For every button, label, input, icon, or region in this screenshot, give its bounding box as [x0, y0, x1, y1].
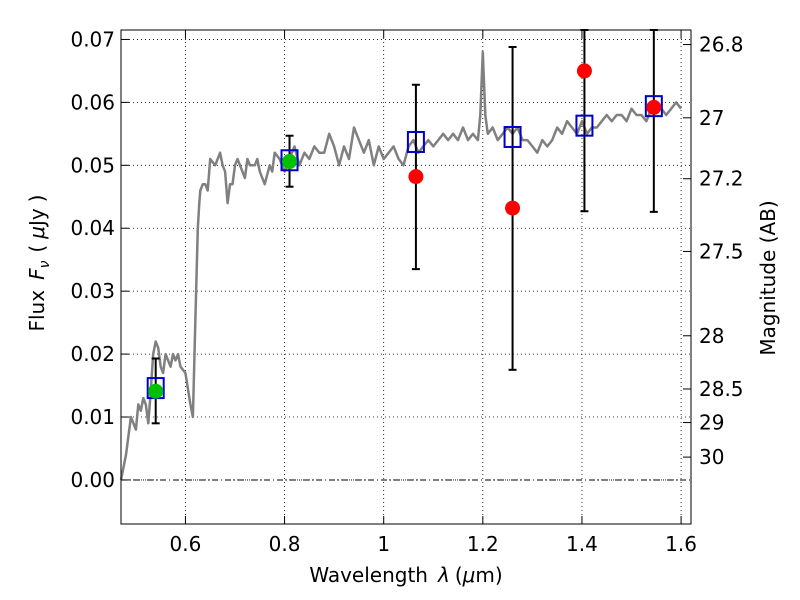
y-tick-label: 0.05 — [70, 153, 115, 177]
model-photometry-square — [406, 131, 425, 154]
y-tick-label: 0.06 — [70, 90, 115, 114]
detected-point — [282, 154, 298, 170]
data-points — [146, 63, 663, 400]
y-tick-label: 0.07 — [70, 27, 115, 51]
x-tick-label: 1 — [377, 532, 390, 556]
x-tick-label: 1.6 — [665, 532, 697, 556]
axis-ticks: 0.6 0.8 1 1.2 1.4 1.6 0.00 0.01 0.02 0.03 0.04 0.05… — [70, 27, 743, 556]
y-tick-label: 0.03 — [70, 279, 115, 303]
y-tick-label: 0.04 — [70, 216, 115, 240]
grid-lines — [121, 30, 691, 524]
y-axis-label: FluxFν(μJy) — [25, 194, 53, 331]
y2-tick-label: 27 — [699, 106, 724, 130]
y2-tick-label: 26.8 — [699, 33, 744, 57]
model-photometry-square — [575, 114, 594, 137]
y2-axis-label: Magnitude (AB) — [756, 200, 780, 355]
x-tick-label: 1.4 — [566, 532, 598, 556]
observed-point — [505, 200, 521, 216]
plot-frame — [120, 29, 692, 525]
x-tick-label: 0.6 — [170, 532, 202, 556]
model-spectrum-line — [119, 50, 683, 481]
y2-tick-label: 28.5 — [699, 377, 744, 401]
x-axis-label: Wavelength λ (μm) — [309, 563, 502, 587]
x-tick-label: 0.8 — [269, 532, 301, 556]
model-photometry-square — [280, 149, 299, 172]
y-tick-label: 0.02 — [70, 342, 115, 366]
y-tick-label: 0.01 — [70, 405, 115, 429]
observed-point — [408, 169, 424, 185]
y2-tick-label: 30 — [699, 445, 724, 469]
y2-tick-label: 27.2 — [699, 167, 744, 191]
observed-point — [576, 63, 592, 79]
model-photometry-square — [644, 95, 663, 118]
y2-tick-label: 27.5 — [699, 239, 744, 263]
y-tick-label: 0.00 — [70, 468, 115, 492]
model-photometry-square — [503, 125, 522, 148]
detected-point — [148, 383, 164, 399]
y2-tick-label: 29 — [699, 411, 724, 435]
x-tick-label: 1.2 — [467, 532, 499, 556]
observed-point — [646, 99, 662, 115]
y2-tick-label: 28 — [699, 324, 724, 348]
